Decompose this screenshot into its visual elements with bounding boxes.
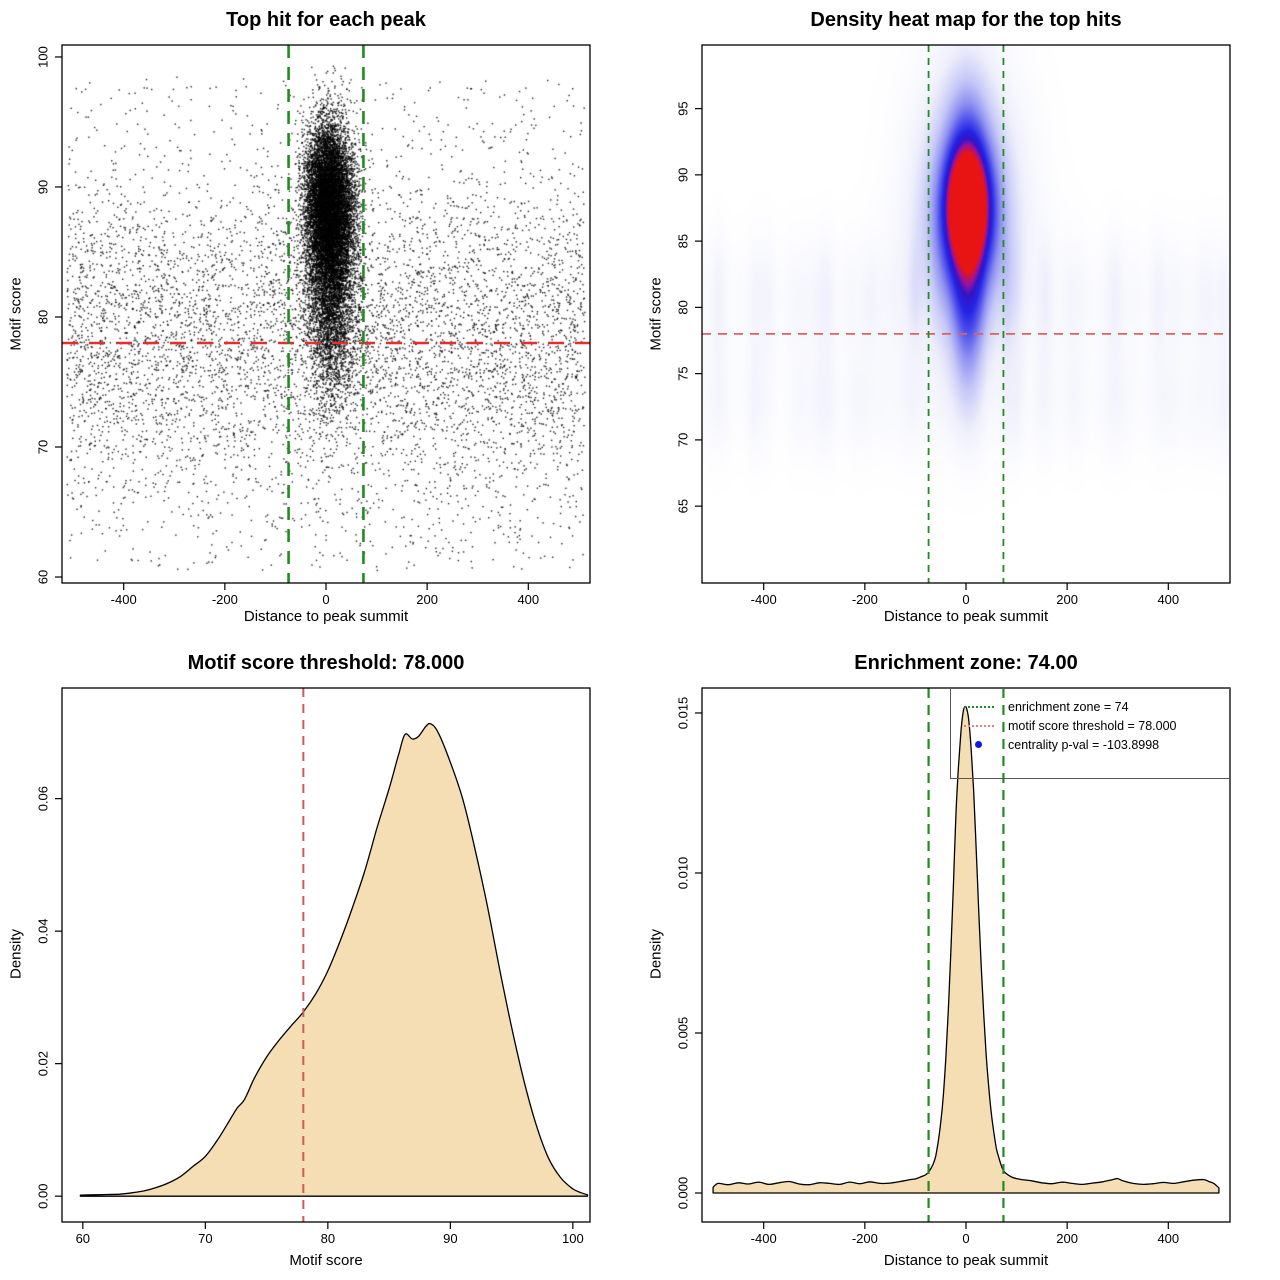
svg-text:0.010: 0.010	[676, 857, 691, 890]
x-axis-label: Distance to peak summit	[883, 608, 1049, 625]
legend-label: centrality p-val = -103.8998	[1008, 737, 1160, 752]
svg-text:200: 200	[1056, 1231, 1078, 1246]
panel-title: Motif score threshold: 78.000	[187, 652, 465, 674]
svg-text:90: 90	[36, 180, 51, 194]
svg-text:-400: -400	[111, 592, 137, 607]
legend-point-blue-icon	[975, 741, 982, 748]
svg-text:200: 200	[416, 592, 438, 607]
svg-text:-400: -400	[751, 592, 777, 607]
svg-text:200: 200	[1056, 592, 1078, 607]
panel-motif-score-density: 60 70 80 90 100 0.00 0.02 0.04 0.06 Motif score …	[0, 640, 640, 1280]
svg-text:75: 75	[676, 366, 691, 380]
svg-text:0.02: 0.02	[36, 1051, 51, 1076]
panel-scatter-top-hits: -400 -200 0 200 400 60 70 80 90 100 Top hit for e…	[0, 0, 640, 640]
svg-text:70: 70	[676, 433, 691, 447]
x-axis-label: Distance to peak summit	[243, 608, 409, 625]
svg-text:-200: -200	[212, 592, 238, 607]
svg-text:90: 90	[676, 168, 691, 182]
svg-text:0: 0	[962, 1231, 969, 1246]
svg-text:100: 100	[36, 46, 51, 68]
svg-text:70: 70	[36, 440, 51, 454]
svg-text:80: 80	[676, 300, 691, 314]
svg-text:60: 60	[76, 1231, 90, 1246]
scatter-points-layer	[0, 0, 640, 640]
legend-item-centrality-pval: centrality p-val = -103.8998	[951, 735, 1229, 754]
legend-dotted-line-green-icon	[964, 705, 994, 708]
svg-text:0.06: 0.06	[36, 786, 51, 811]
svg-text:80: 80	[321, 1231, 335, 1246]
y-axis-label: Motif score	[7, 277, 25, 351]
svg-text:400: 400	[1157, 592, 1179, 607]
svg-text:0.000: 0.000	[676, 1177, 691, 1210]
density-plot-layer: 60 70 80 90 100 0.00 0.02 0.04 0.06	[36, 687, 591, 1246]
heatmap-axes-layer: -400 -200 0 200 400 65 70 75 80 85 90 95	[676, 44, 1231, 607]
svg-text:70: 70	[198, 1231, 212, 1246]
legend-dotted-line-red-icon	[964, 724, 994, 727]
x-axis-label: Motif score	[289, 1252, 363, 1269]
svg-text:0.005: 0.005	[676, 1017, 691, 1050]
panel-enrichment-zone-density: -400 -200 0 200 400 0.000 0.005 0.010 0.015 Enri…	[640, 640, 1280, 1280]
svg-text:-200: -200	[852, 1231, 878, 1246]
svg-text:0.00: 0.00	[36, 1184, 51, 1209]
y-axis-label: Density	[647, 928, 665, 980]
scatter-axes-layer: -400 -200 0 200 400 60 70 80 90 100	[36, 44, 591, 607]
density-plot-layer: -400 -200 0 200 400 0.000 0.005 0.010 0.015	[676, 687, 1231, 1246]
svg-text:60: 60	[36, 570, 51, 584]
svg-text:0: 0	[322, 592, 329, 607]
legend-item-motif-threshold: motif score threshold = 78.000	[951, 716, 1229, 735]
svg-text:0.04: 0.04	[36, 918, 51, 943]
svg-text:0.015: 0.015	[676, 697, 691, 730]
svg-text:65: 65	[676, 499, 691, 513]
y-axis-label: Density	[7, 928, 25, 980]
panel-title: Top hit for each peak	[226, 9, 426, 31]
panel-title: Density heat map for the top hits	[810, 9, 1122, 31]
svg-text:100: 100	[562, 1231, 584, 1246]
svg-text:400: 400	[1157, 1231, 1179, 1246]
legend-item-enrichment-zone: enrichment zone = 74	[951, 697, 1229, 716]
svg-text:95: 95	[676, 101, 691, 115]
panel-title: Enrichment zone: 74.00	[854, 652, 1078, 674]
legend-label: enrichment zone = 74	[1008, 699, 1129, 714]
svg-text:90: 90	[443, 1231, 457, 1246]
svg-text:0: 0	[962, 592, 969, 607]
y-axis-label: Motif score	[647, 277, 665, 351]
x-axis-label: Distance to peak summit	[883, 1252, 1049, 1269]
svg-text:-400: -400	[751, 1231, 777, 1246]
svg-text:400: 400	[517, 592, 539, 607]
svg-text:-200: -200	[852, 592, 878, 607]
svg-text:80: 80	[36, 310, 51, 324]
legend-label: motif score threshold = 78.000	[1008, 718, 1177, 733]
svg-text:85: 85	[676, 234, 691, 248]
legend: enrichment zone = 74 motif score thresho…	[950, 688, 1230, 779]
panel-density-heatmap: -400 -200 0 200 400 65 70 75 80 85 90 95 Density he…	[640, 0, 1280, 640]
heatmap-layer	[640, 0, 1280, 640]
